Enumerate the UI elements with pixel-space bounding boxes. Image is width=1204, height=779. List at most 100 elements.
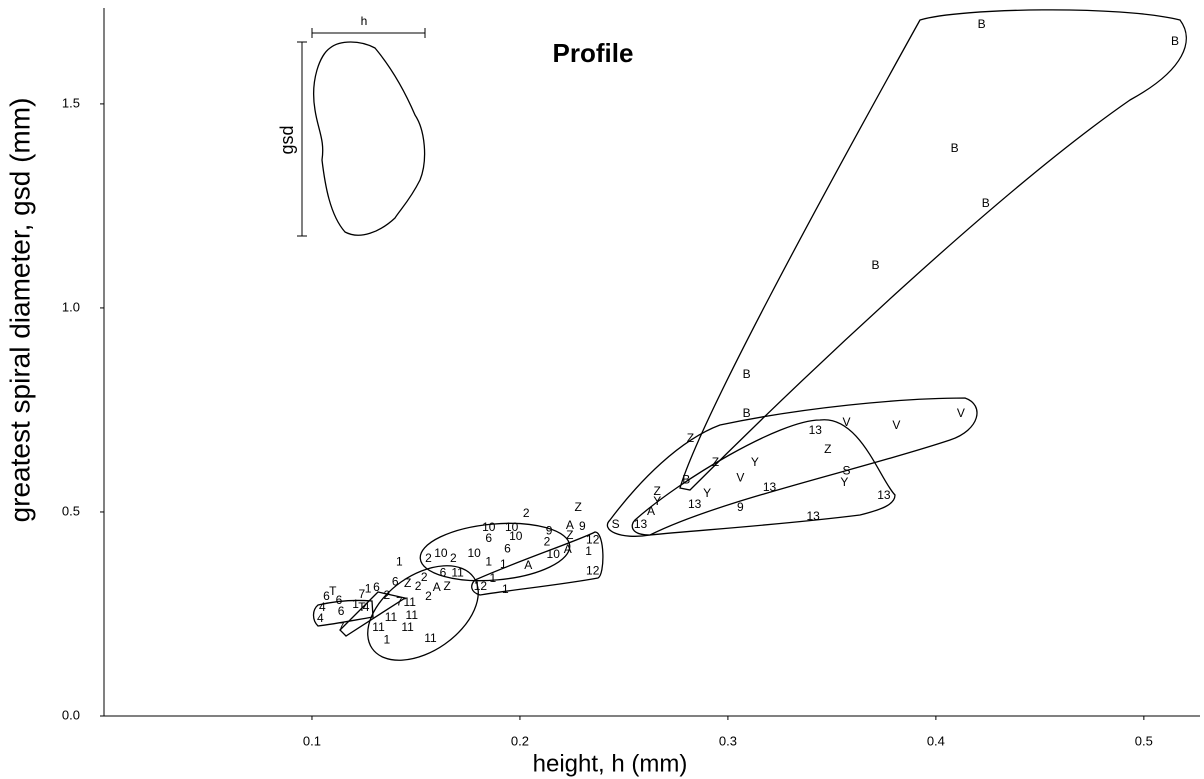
- chart-title: Profile: [553, 38, 634, 68]
- point-label: T: [329, 584, 337, 598]
- point-label: 13: [809, 423, 823, 437]
- point-label: 6: [485, 531, 492, 545]
- point-label: 6: [504, 541, 511, 555]
- point-label: V: [842, 415, 850, 429]
- point-label: 6: [392, 574, 399, 588]
- point-label: 7: [359, 587, 366, 601]
- point-label: A: [566, 518, 574, 532]
- x-tick-label: 0.4: [927, 733, 945, 748]
- point-label: 12: [474, 579, 488, 593]
- inset-outline: [313, 41, 426, 236]
- point-label: 13: [806, 509, 820, 523]
- point-label: B: [982, 196, 990, 210]
- point-label: Y: [840, 475, 848, 489]
- hull: [606, 397, 978, 537]
- point-label: Y: [703, 486, 711, 500]
- point-label: A: [647, 504, 655, 518]
- point-label: 9: [737, 500, 744, 514]
- point-label: 2: [450, 551, 457, 565]
- point-label: 11: [385, 610, 398, 624]
- point-label: Z: [566, 528, 573, 542]
- hull: [339, 591, 407, 637]
- point-label: V: [892, 418, 900, 432]
- point-label: 6: [338, 604, 345, 618]
- point-label: 7: [396, 594, 403, 608]
- point-label: B: [1171, 34, 1179, 48]
- point-label: A: [433, 580, 441, 594]
- y-axis-label: greatest spiral diameter, gsd (mm): [4, 98, 35, 523]
- point-label: 2: [415, 579, 422, 593]
- point-label: 10: [505, 520, 519, 534]
- hull: [679, 9, 1187, 491]
- y-tick-label: 1.5: [62, 95, 80, 110]
- point-label: B: [978, 17, 986, 31]
- point-label: 13: [877, 488, 891, 502]
- point-label: 1: [585, 544, 592, 558]
- point-label: 11: [403, 595, 416, 609]
- point-label: V: [736, 470, 744, 484]
- point-label: 1: [383, 632, 390, 646]
- point-label: 13: [688, 497, 702, 511]
- point-label: Y: [751, 455, 759, 469]
- x-tick-label: 0.3: [719, 733, 737, 748]
- x-tick-label: 0.1: [303, 733, 321, 748]
- inset-label: h: [361, 14, 368, 28]
- point-label: 9: [579, 519, 586, 533]
- point-label: 1: [502, 582, 509, 596]
- point-label: V: [957, 406, 965, 420]
- hull: [367, 565, 479, 661]
- point-label: Z: [574, 500, 581, 514]
- point-label: 6: [336, 593, 343, 607]
- point-label: Z: [404, 576, 411, 590]
- point-label: 7: [338, 620, 345, 634]
- y-tick-label: 1.0: [62, 299, 80, 314]
- point-label: S: [842, 463, 850, 477]
- point-label: A: [564, 542, 572, 556]
- point-label: Z: [824, 442, 831, 456]
- point-label: 4: [363, 600, 370, 614]
- x-tick-label: 0.2: [511, 733, 529, 748]
- point-label: 1: [500, 557, 507, 571]
- point-label: T: [358, 600, 366, 614]
- point-label: 6: [323, 589, 330, 603]
- point-label: 11: [372, 620, 385, 634]
- point-label: 2: [425, 551, 432, 565]
- point-label: 11: [451, 565, 464, 579]
- point-label: Z: [654, 484, 661, 498]
- point-label: 2: [383, 588, 390, 602]
- point-label: 2: [523, 506, 530, 520]
- point-label: 12: [586, 532, 600, 546]
- point-label: 1: [365, 581, 372, 595]
- point-label: 1: [352, 597, 359, 611]
- point-label: 2: [544, 534, 551, 548]
- point-label: B: [743, 367, 751, 381]
- inset-label: gsd: [277, 125, 297, 154]
- point-label: 13: [763, 480, 777, 494]
- point-label: A: [524, 558, 532, 572]
- point-label: 11: [401, 620, 414, 634]
- point-label: Z: [443, 579, 450, 593]
- point-label: 4: [319, 600, 326, 614]
- point-label: 13: [634, 517, 648, 531]
- point-label: 1: [490, 571, 497, 585]
- point-label: 1: [485, 554, 492, 568]
- point-label: S: [612, 517, 620, 531]
- x-axis-label: height, h (mm): [533, 750, 688, 777]
- point-label: 10: [434, 546, 448, 560]
- point-label: 9: [546, 523, 553, 537]
- point-label: B: [682, 472, 690, 486]
- point-label: Z: [687, 431, 694, 445]
- y-tick-label: 0.0: [62, 707, 80, 722]
- point-label: 11: [424, 631, 437, 645]
- point-label: B: [872, 258, 880, 272]
- point-label: 6: [440, 565, 447, 579]
- point-label: 2: [421, 570, 428, 584]
- hull: [471, 531, 604, 596]
- point-label: 12: [586, 563, 600, 577]
- point-label: 1: [396, 554, 403, 568]
- point-label: Y: [653, 494, 661, 508]
- point-label: 4: [317, 611, 324, 625]
- point-label: B: [743, 406, 751, 420]
- x-tick-label: 0.5: [1135, 733, 1153, 748]
